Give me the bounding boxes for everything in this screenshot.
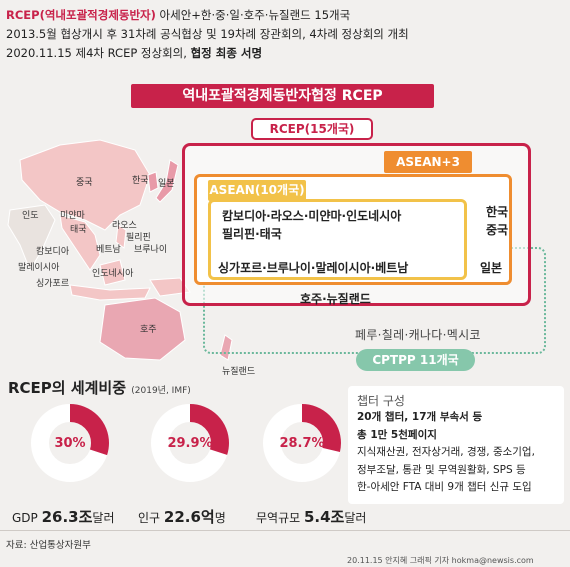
asean-members-text: 캄보디아·라오스·미얀마·인도네시아 필리핀·태국 — [222, 207, 462, 243]
rcep-label: RCEP(15개국) — [251, 118, 373, 140]
label-myanmar: 미얀마 — [60, 211, 85, 221]
donut-chart-1 — [151, 404, 229, 482]
header-text: RCEP(역내포괄적경제동반자) 아세안+한·중·일·호주·뉴질랜드 15개국 … — [6, 6, 409, 63]
korea-label: 한국 — [485, 205, 509, 219]
donut-slice — [31, 404, 109, 482]
credit-text: 20.11.15 안지혜 그래픽 기자 hokma@newsis.com — [347, 556, 534, 565]
label-cambodia: 캄보디아 — [36, 247, 70, 257]
donut-percent-label: 28.7% — [279, 436, 325, 451]
label-malaysia: 말레이시아 — [18, 263, 60, 273]
footer-divider — [0, 530, 570, 531]
label-china: 중국 — [76, 178, 93, 188]
chapter-line5: 한-아세안 FTA 대비 9개 챕터 신규 도입 — [357, 481, 532, 493]
header-title: RCEP(역내포괄적경제동반자) — [6, 8, 156, 22]
southeast-asia-shape — [59, 214, 101, 271]
share-title-text: RCEP의 세계비중 — [8, 379, 127, 397]
chapter-line1: 20개 챕터, 17개 부속서 등 — [357, 411, 483, 423]
label-korea: 한국 — [132, 176, 149, 186]
korea-china-text: 한국 중국 — [482, 203, 512, 239]
donut-slice — [263, 404, 341, 482]
japan-shape — [155, 159, 179, 203]
metric-label: GDP 26.3조달러 — [12, 508, 115, 526]
header-line3a: 2020.11.15 제4차 RCEP 정상회의, — [6, 46, 191, 60]
label-singapore: 싱가포르 — [36, 279, 70, 289]
label-philippines: 필리핀 — [126, 233, 151, 243]
label-thailand: 태국 — [70, 225, 87, 235]
asean-line1: 캄보디아·라오스·미얀마·인도네시아 — [222, 209, 402, 223]
label-japan: 일본 — [158, 179, 175, 189]
label-laos: 라오스 — [112, 221, 137, 231]
label-india: 인도 — [22, 211, 39, 221]
header-line2: 2013.5월 협상개시 후 31차례 공식협상 및 19차례 장관회의, 4차… — [6, 27, 409, 41]
header-line3b: 협정 최종 서명 — [190, 46, 263, 60]
philippines-shape — [115, 224, 127, 249]
donut-percent-label: 29.9% — [167, 436, 213, 451]
source-text: 자료: 산업통상자원부 — [6, 540, 91, 551]
label-australia: 호주 — [140, 325, 157, 335]
chapter-box — [348, 386, 564, 504]
korea-shape — [147, 171, 159, 193]
metric-label: 인구 22.6억명 — [138, 508, 226, 526]
chapter-title: 챕터 구성 — [357, 394, 405, 408]
asean-box — [208, 199, 467, 280]
chapter-line2: 총 1만 5천페이지 — [357, 428, 437, 441]
donut-slice — [151, 404, 229, 482]
rcep-banner: 역내포괄적경제동반자협정 RCEP — [131, 84, 434, 108]
chapter-lines: 20개 챕터, 17개 부속서 등 총 1만 5천페이지 지식재산권, 전자상거… — [357, 409, 535, 497]
china-shape — [19, 139, 151, 231]
australia-shape — [99, 297, 186, 361]
metric-label: 무역규모 5.4조달러 — [256, 508, 367, 526]
asia-pacific-map — [7, 139, 233, 361]
header-subtitle: 아세안+한·중·일·호주·뉴질랜드 15개국 — [155, 8, 351, 22]
cptpp-label: CPTPP 11개국 — [356, 349, 475, 371]
japan-label: 일본 — [480, 261, 503, 275]
asean-plus-3-label: ASEAN+3 — [384, 151, 472, 173]
asean-label: ASEAN(10개국) — [208, 180, 306, 201]
asean-line2: 필리핀·태국 — [222, 227, 282, 241]
share-title: RCEP의 세계비중 (2019년, IMF) — [8, 377, 191, 398]
donut-percent-label: 30% — [54, 436, 86, 451]
asean-line3: 싱가포르·브루나이·말레이시아·베트남 — [218, 261, 409, 275]
donut-chart-0 — [31, 404, 109, 482]
borneo-shape — [99, 259, 126, 286]
label-indonesia: 인도네시아 — [92, 269, 134, 279]
aus-nz-label: 호주·뉴질랜드 — [300, 292, 371, 306]
label-brunei: 브루나이 — [134, 245, 168, 255]
label-new-zealand: 뉴질랜드 — [222, 367, 256, 377]
chapter-line3: 지식재산권, 전자상거래, 경쟁, 중소기업, — [357, 446, 535, 458]
share-note: (2019년, IMF) — [131, 386, 191, 396]
donut-chart-2 — [263, 404, 341, 482]
india-shape — [7, 204, 56, 272]
china-label: 중국 — [485, 223, 509, 237]
indonesia-shape — [69, 284, 151, 301]
cptpp-others-label: 페루·칠레·캐나다·멕시코 — [355, 328, 481, 342]
chapter-line4: 정부조달, 통관 및 무역원활화, SPS 등 — [357, 463, 526, 476]
label-vietnam: 베트남 — [96, 245, 121, 255]
